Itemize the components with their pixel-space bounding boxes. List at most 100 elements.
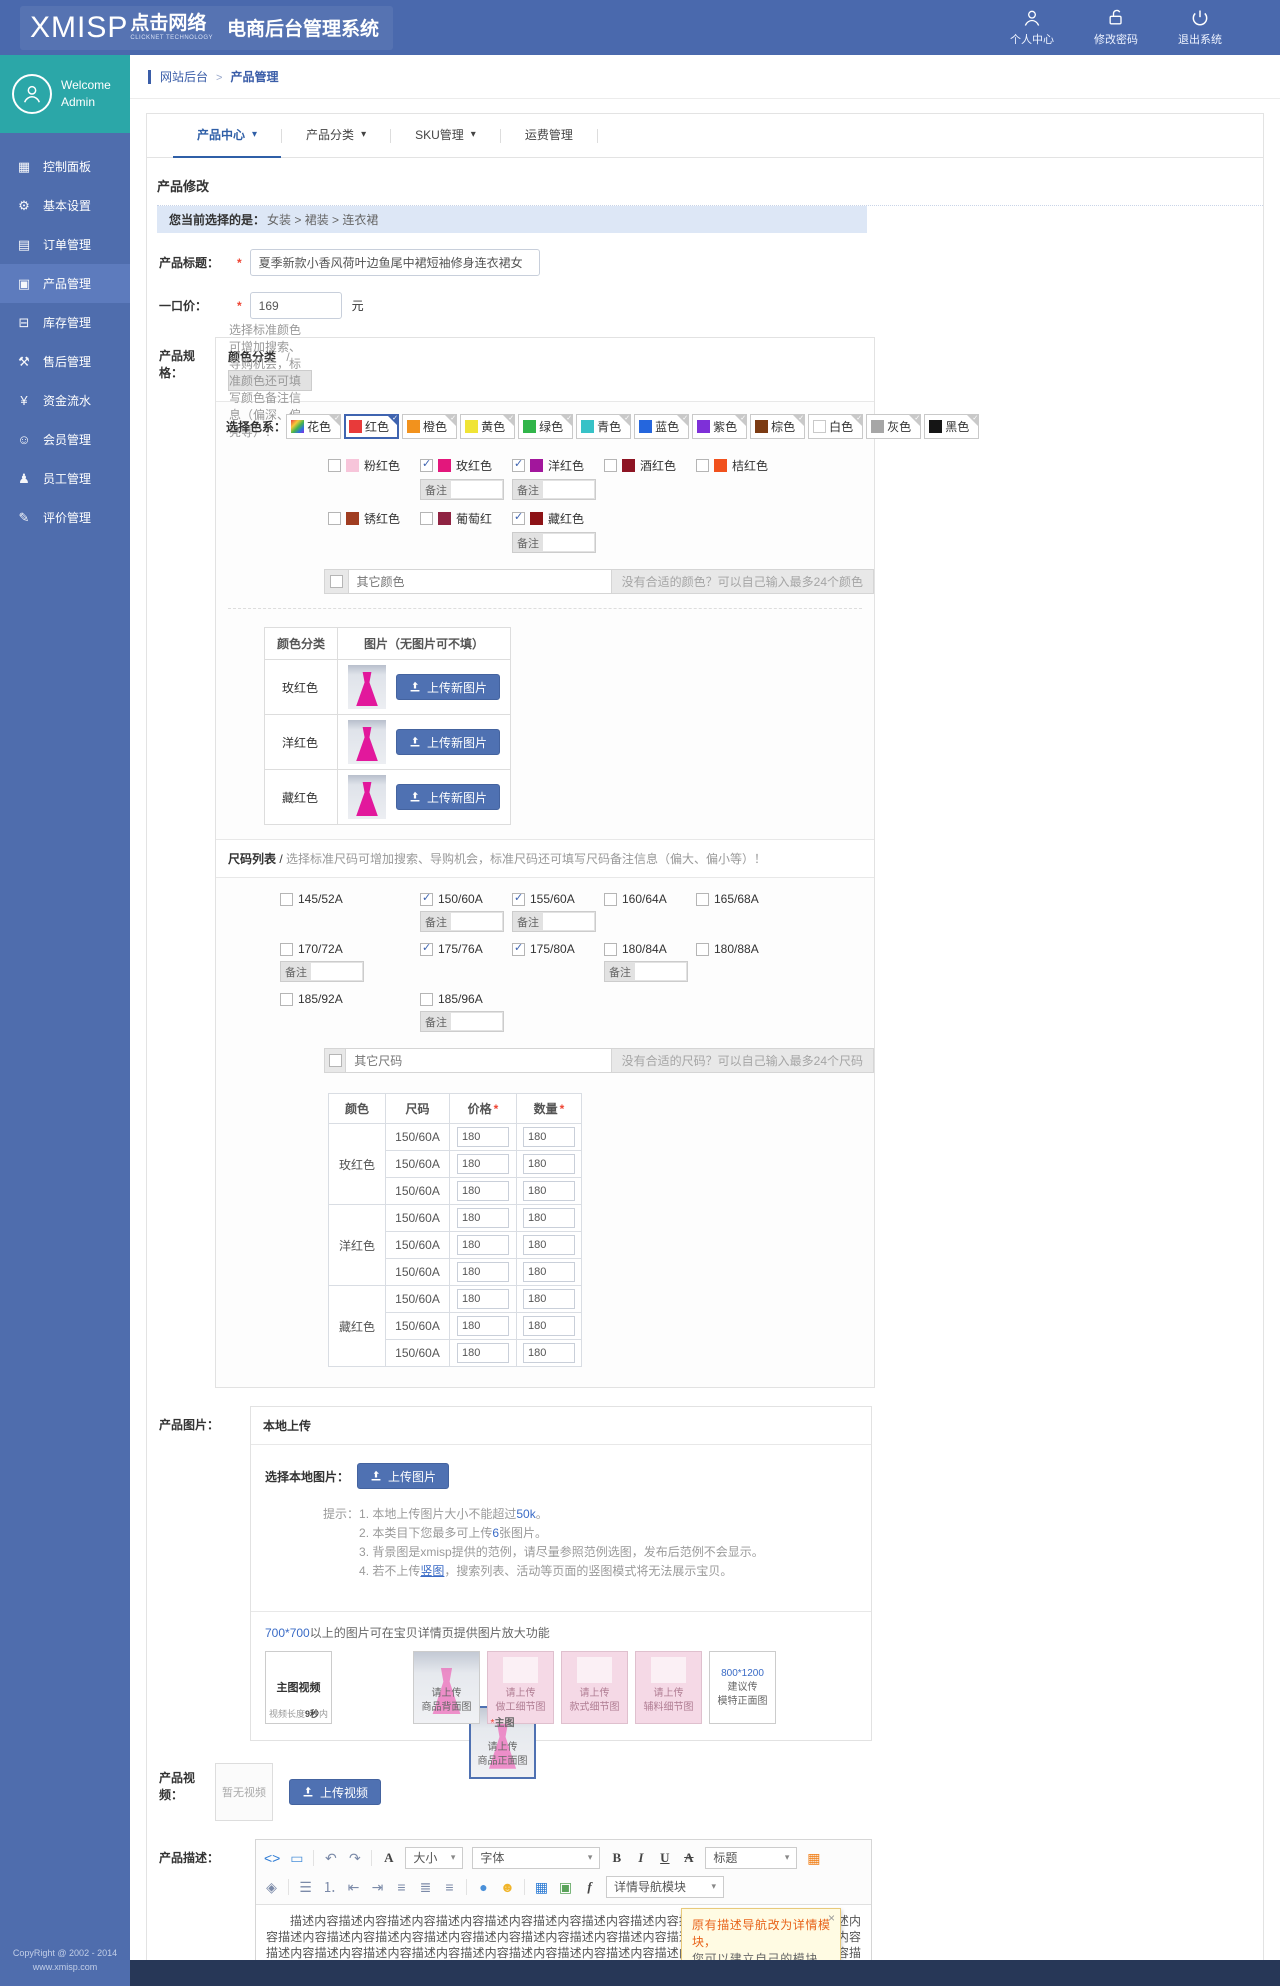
color-family-chip-cyan[interactable]: 青色 xyxy=(576,414,632,439)
color-family-chip-orange[interactable]: 橙色 xyxy=(402,414,458,439)
other-color-checkbox[interactable] xyxy=(329,575,343,588)
upload-new-image-button[interactable]: 上传新图片 xyxy=(396,784,501,810)
sku-qty-input[interactable] xyxy=(523,1289,575,1309)
font-size-dropdown[interactable]: 大小 xyxy=(405,1846,464,1869)
note-input[interactable] xyxy=(311,963,362,980)
align-left-icon[interactable]: ≡ xyxy=(397,1878,406,1895)
note-input[interactable] xyxy=(543,481,594,498)
note-input[interactable] xyxy=(543,534,594,551)
sku-qty-input[interactable] xyxy=(523,1343,575,1363)
image-icon[interactable]: ▣ xyxy=(558,1878,573,1895)
detail-module-dropdown[interactable]: 详情导航模块 xyxy=(606,1875,724,1898)
accessory-detail-slot[interactable]: 请上传 辅料细节图 xyxy=(635,1651,702,1724)
tab-product-category[interactable]: 产品分类 xyxy=(282,114,390,158)
color-family-chip-purple[interactable]: 紫色 xyxy=(692,414,748,439)
checkbox[interactable] xyxy=(420,512,433,525)
checkbox[interactable] xyxy=(604,459,617,472)
color-family-chip-yellow[interactable]: 黄色 xyxy=(460,414,516,439)
change-password-button[interactable]: 修改密码 xyxy=(1094,8,1138,47)
checkbox[interactable] xyxy=(604,942,617,956)
logout-button[interactable]: 退出系统 xyxy=(1178,8,1222,47)
checkbox-checked[interactable] xyxy=(420,891,433,906)
sku-price-input[interactable] xyxy=(457,1235,509,1255)
checkbox[interactable] xyxy=(328,459,341,472)
color-family-chip-white[interactable]: 白色 xyxy=(808,414,864,439)
sidebar-item-aftersale[interactable]: ⚒ 售后管理 xyxy=(0,342,130,381)
sidebar-item-members[interactable]: ☺ 会员管理 xyxy=(17,432,92,447)
checkbox-checked[interactable] xyxy=(512,941,525,956)
source-code-icon[interactable]: <> xyxy=(264,1849,281,1866)
sku-price-input[interactable] xyxy=(457,1127,509,1147)
checkbox[interactable] xyxy=(696,892,709,906)
note-input[interactable] xyxy=(451,481,502,498)
checkbox[interactable] xyxy=(280,992,293,1006)
craft-detail-slot[interactable]: 请上传 做工细节图 xyxy=(487,1651,554,1724)
sidebar-item-products[interactable]: ▣ 产品管理 xyxy=(0,264,130,303)
sidebar-item-orders[interactable]: ▤ 订单管理 xyxy=(17,236,92,253)
main-video-slot[interactable]: 主图视频 视频长度9秒内 xyxy=(265,1651,332,1724)
editor-content[interactable]: 描述内容描述内容描述内容描述内容描述内容描述内容描述内容描述内容描述内容描述内容… xyxy=(256,1905,871,1960)
sku-price-input[interactable] xyxy=(457,1154,509,1174)
indent-icon[interactable]: ⇥ xyxy=(371,1878,384,1895)
tab-product-center[interactable]: 产品中心 xyxy=(173,114,282,158)
checkbox[interactable] xyxy=(604,892,617,906)
sku-qty-input[interactable] xyxy=(523,1316,575,1336)
sku-price-input[interactable] xyxy=(457,1343,509,1363)
underline-icon[interactable]: U xyxy=(660,1850,670,1865)
other-size-input[interactable] xyxy=(346,1048,612,1073)
style-detail-slot[interactable]: 请上传 款式细节图 xyxy=(561,1651,628,1724)
checkbox[interactable] xyxy=(280,942,293,956)
undo-icon[interactable]: ↶ xyxy=(324,1849,337,1866)
sidebar-item-inventory[interactable]: ⊟ 库存管理 xyxy=(0,303,130,342)
back-image-slot[interactable]: 请上传 商品背面图 xyxy=(413,1651,480,1724)
grid-icon[interactable]: ▦ xyxy=(807,1849,821,1866)
color-family-chip-hua[interactable]: 花色 xyxy=(286,414,342,439)
tab-sku[interactable]: SKU管理 xyxy=(391,114,500,158)
model-image-slot[interactable]: 800*1200 建议传 模特正面图 xyxy=(709,1651,776,1724)
sku-qty-input[interactable] xyxy=(523,1208,575,1228)
strikethrough-icon[interactable]: A xyxy=(684,1850,694,1865)
color-family-chip-brown[interactable]: 棕色 xyxy=(750,414,806,439)
redo-icon[interactable]: ↷ xyxy=(348,1849,361,1866)
sku-qty-input[interactable] xyxy=(523,1262,575,1282)
bullet-list-icon[interactable]: ☰ xyxy=(299,1878,312,1895)
note-input[interactable] xyxy=(635,963,686,980)
sku-qty-input[interactable] xyxy=(523,1235,575,1255)
checkbox-checked[interactable] xyxy=(512,510,525,525)
flash-icon[interactable]: f xyxy=(587,1879,592,1894)
checkbox[interactable] xyxy=(420,992,433,1006)
sku-price-input[interactable] xyxy=(457,1208,509,1228)
upload-new-image-button[interactable]: 上传新图片 xyxy=(396,729,501,755)
note-input[interactable] xyxy=(451,1013,502,1030)
checkbox[interactable] xyxy=(328,512,341,525)
heading-dropdown[interactable]: 标题 xyxy=(705,1846,798,1869)
color-family-chip-green[interactable]: 绿色 xyxy=(518,414,574,439)
sidebar-item-dashboard[interactable]: ▦ 控制面板 xyxy=(17,158,92,175)
sku-qty-input[interactable] xyxy=(523,1181,575,1201)
note-input[interactable] xyxy=(451,913,502,930)
checkbox-checked[interactable] xyxy=(420,457,433,472)
align-center-icon[interactable]: ≣ xyxy=(419,1878,432,1895)
profile-button[interactable]: 个人中心 xyxy=(1010,8,1054,47)
checkbox-checked[interactable] xyxy=(512,891,525,906)
sidebar-item-staff[interactable]: ♟ 员工管理 xyxy=(0,459,130,498)
numbered-list-icon[interactable]: ⒈ xyxy=(322,1878,337,1895)
color-family-chip-blue[interactable]: 蓝色 xyxy=(634,414,690,439)
other-size-checkbox[interactable] xyxy=(328,1054,342,1067)
format-brush-icon[interactable]: A xyxy=(384,1850,394,1865)
color-family-chip-red[interactable]: 红色 xyxy=(344,414,400,439)
checkbox[interactable] xyxy=(696,459,709,472)
sidebar-item-settings[interactable]: ⚙ 基本设置 xyxy=(0,186,130,225)
link-icon[interactable]: ● xyxy=(479,1878,488,1895)
price-input[interactable] xyxy=(249,292,342,319)
vertical-image-link[interactable]: 竖图 xyxy=(420,1564,445,1578)
note-input[interactable] xyxy=(543,913,594,930)
checkbox[interactable] xyxy=(696,942,709,956)
other-color-input[interactable] xyxy=(348,569,612,594)
italic-icon[interactable]: I xyxy=(638,1850,644,1865)
preview-icon[interactable]: ▭ xyxy=(290,1849,304,1866)
sku-qty-input[interactable] xyxy=(523,1127,575,1147)
sku-price-input[interactable] xyxy=(457,1181,509,1201)
checkbox-checked[interactable] xyxy=(420,941,433,956)
bold-icon[interactable]: B xyxy=(612,1850,622,1865)
